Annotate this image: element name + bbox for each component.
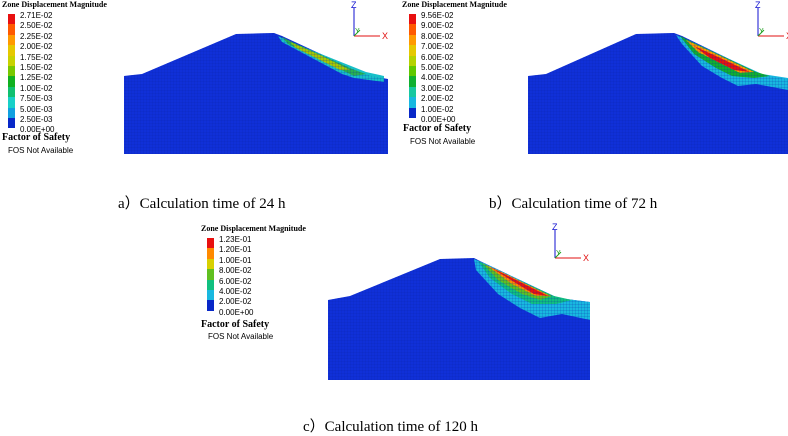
legend-value: 9.00E-02 [421,21,454,31]
panel-c: Zone Displacement Magnitude 1.23E-01 1.20… [0,220,788,400]
legend: 9.56E-02 9.00E-02 8.00E-02 7.00E-02 6.00E-02… [409,10,489,130]
legend-swatch [8,66,15,77]
legend-value: 2.50E-02 [20,21,53,31]
legend-value: 2.00E-02 [20,42,53,52]
legend-value: 1.20E-01 [219,245,252,255]
legend-swatch [8,76,15,87]
legend: 2.71E-02 2.50E-02 2.25E-02 2.00E-02 1.75E-02… [8,10,88,140]
legend-swatch [409,86,416,98]
legend-swatch [409,97,416,108]
x-axis-label: X [786,31,788,41]
legend-swatch [8,34,15,46]
axis-triad: Z Y X [351,0,388,41]
legend-value: 2.25E-02 [20,31,53,41]
legend-swatch [8,86,15,98]
legend-swatch [207,238,214,249]
legend-value: 7.50E-03 [20,94,53,104]
legend-value: 3.00E-02 [421,83,454,93]
legend-value: 5.00E-03 [20,104,53,114]
legend-value: 2.50E-03 [20,115,53,124]
fos-status: FOS Not Available [208,332,274,341]
legend-swatch [8,118,15,129]
legend-swatch [207,300,214,311]
legend-swatch [8,55,15,66]
legend-swatch [409,24,416,35]
legend-value: 5.00E-02 [421,63,454,72]
fos-title: Factor of Safety [201,319,270,330]
legend-value: 0.00E+00 [20,125,55,135]
x-axis-label: X [382,31,388,41]
legend-value: 2.00E-02 [219,297,252,307]
caption-c: c）Calculation time of 120 h [303,419,478,435]
legend-value: 6.00E-02 [421,52,454,62]
legend-value: 2.71E-02 [20,11,53,20]
legend-swatch [207,269,214,280]
legend-value: 1.00E-02 [20,83,53,93]
legend-swatch [207,279,214,290]
legend: 1.23E-01 1.20E-01 1.00E-01 8.00E-02 6.00E-02… [207,234,287,324]
legend-value: 4.00E-02 [219,287,252,296]
slope-model [328,258,590,380]
legend-value: 7.00E-02 [421,42,454,52]
legend-value: 8.00E-02 [219,266,252,276]
legend-value: 0.00E+00 [421,115,456,124]
legend-swatch [207,248,214,259]
legend-swatch [8,107,15,118]
panel-b: Zone Displacement Magnitude 9.56E-02 9.00… [394,0,788,180]
panel-a: Zone Displacement Magnitude 2.71E-02 2.50… [0,0,394,180]
legend-swatch [409,55,416,66]
legend-value: 1.75E-02 [20,52,53,62]
fos-title: Factor of Safety [2,132,71,143]
legend-swatch [409,107,416,118]
legend-swatch [409,14,416,25]
legend-value: 2.00E-02 [421,94,454,104]
caption-a: a）Calculation time of 24 h [118,196,286,212]
legend-swatch [8,45,15,56]
mesh [328,258,590,380]
legend-swatch [8,97,15,108]
slope-model [528,33,788,154]
legend-swatch [207,290,214,301]
legend-value: 1.23E-01 [219,235,252,244]
legend-value: 9.56E-02 [421,11,454,20]
legend-swatch [409,45,416,56]
y-axis-label: Y [556,250,561,257]
legend-title: Zone Displacement Magnitude [2,0,107,9]
legend-value: 0.00E+00 [219,307,254,317]
legend-swatch [409,76,416,87]
z-axis-label: Z [755,0,761,10]
legend-value: 1.00E-02 [421,104,454,114]
axis-triad: Z Y X [755,0,788,41]
legend-value: 1.00E-01 [219,255,252,265]
mesh [528,33,788,154]
legend-swatch [8,24,15,35]
legend-swatch [8,14,15,25]
axis-triad: Z Y X [552,222,589,263]
y-axis-label: Y [759,28,764,35]
legend-swatch [409,34,416,46]
legend-value: 8.00E-02 [421,31,454,41]
legend-value: 1.50E-02 [20,63,53,72]
fos-status: FOS Not Available [410,137,476,146]
slope-model [124,33,388,154]
z-axis-label: Z [351,0,357,10]
caption-b: b）Calculation time of 72 h [489,196,658,212]
legend-value: 6.00E-02 [219,276,252,286]
z-axis-label: Z [552,222,558,232]
x-axis-label: X [583,253,589,263]
fos-status: FOS Not Available [8,146,74,155]
mesh [124,33,388,154]
legend-title: Zone Displacement Magnitude [201,224,306,233]
legend-swatch [409,66,416,77]
legend-value: 4.00E-02 [421,73,454,83]
y-axis-label: Y [355,28,360,35]
legend-swatch [207,258,214,270]
legend-title: Zone Displacement Magnitude [402,0,507,9]
legend-value: 1.25E-02 [20,73,53,83]
fos-title: Factor of Safety [403,123,472,134]
